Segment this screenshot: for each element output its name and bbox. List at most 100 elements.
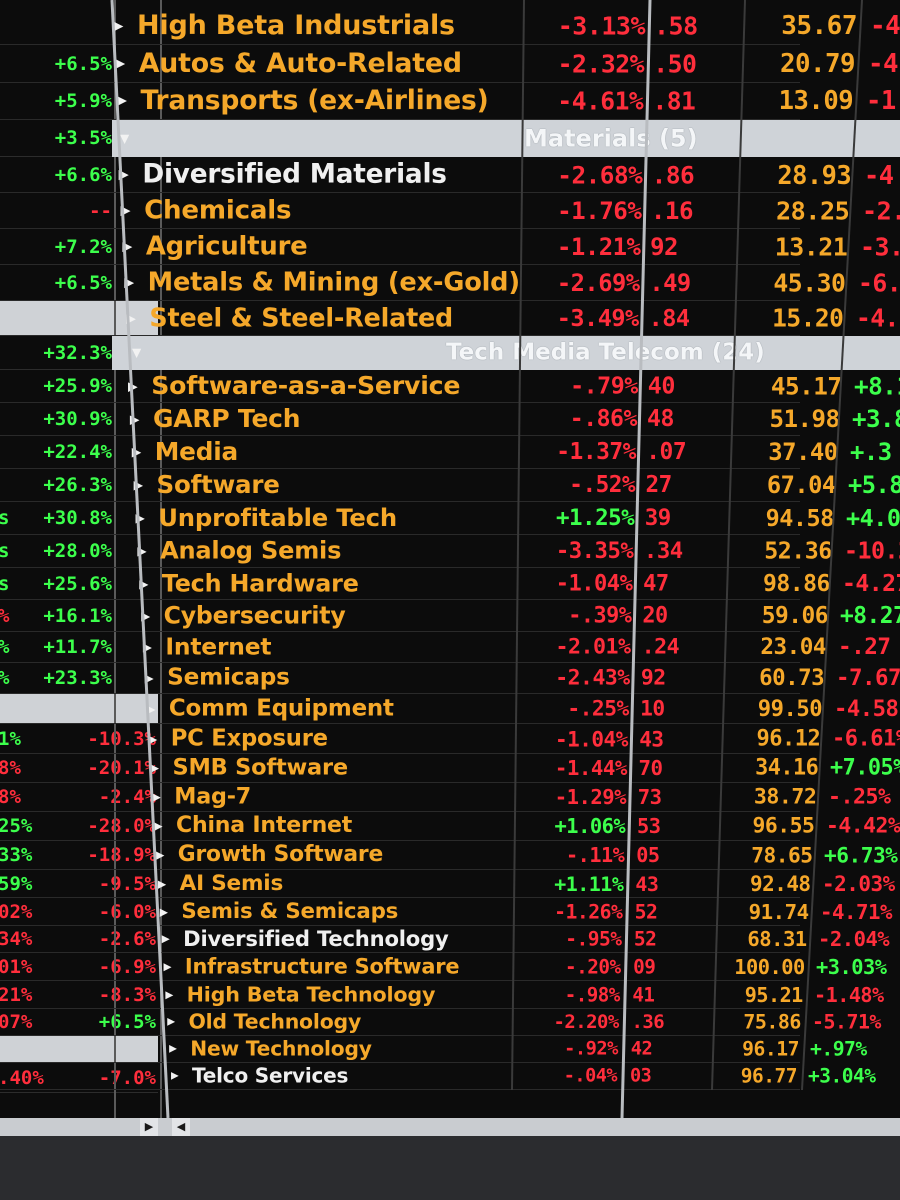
sector-name[interactable]: Telco Services (192, 1063, 349, 1088)
expand-triangle-icon[interactable]: ▶ (129, 411, 140, 427)
expand-triangle-icon[interactable]: ▶ (137, 544, 147, 558)
table-row[interactable]: ▶ Mag-7 -1.29% 73 38.72 -.25% (0, 783, 891, 812)
expand-triangle-icon[interactable]: ▶ (156, 848, 165, 862)
sector-name[interactable]: AI Semis (179, 870, 284, 896)
table-row[interactable]: ▶ Chemicals -1.76% .16 28.25 -2. (0, 193, 900, 229)
table-row[interactable]: ▶ Transports (ex-Airlines) -4.61% .81 13.09-… (0, 83, 896, 120)
expand-triangle-icon[interactable]: ▶ (114, 56, 126, 71)
expand-triangle-icon[interactable]: ▶ (139, 576, 149, 591)
expand-triangle-icon[interactable]: ▶ (120, 203, 131, 218)
sector-name[interactable]: GARP Tech (152, 403, 301, 433)
expand-triangle-icon[interactable]: ▶ (124, 275, 135, 290)
sector-name[interactable]: Internet (165, 632, 272, 661)
section-header[interactable]: ▼ Tech Media Telecom (24) (112, 336, 900, 370)
table-row[interactable]: ▶ Autos & Auto-Related -2.32% .50 20.79 -4 (0, 45, 899, 83)
table-row[interactable]: ▶ GARP Tech -.86% 48 51.98 +3.8 (0, 403, 900, 436)
sector-name[interactable]: Analog Semis (160, 536, 342, 565)
sector-name[interactable]: Software-as-a-Service (151, 370, 461, 400)
table-row[interactable]: ▶ Old Technology -2.20% .36 75.86 -5.71% (0, 1009, 881, 1036)
table-row[interactable]: ▶ Telco Services -.04% 03 96.77 +3.04% (0, 1063, 876, 1090)
sector-name[interactable]: Old Technology (188, 1009, 362, 1034)
sector-name[interactable]: Media (154, 436, 238, 466)
sector-name[interactable]: Diversified Materials (142, 158, 447, 189)
table-row[interactable]: ▶ Steel & Steel-Related -3.49% .84 15.20 -4. (0, 301, 899, 336)
table-row[interactable]: ▶ Semis & Semicaps -1.26% 52 91.74 -4.71% (0, 898, 892, 926)
sector-name[interactable]: Chemicals (144, 194, 292, 225)
sector-name[interactable]: Diversified Technology (183, 926, 449, 951)
expand-triangle-icon[interactable]: ▶ (126, 310, 136, 326)
sector-name[interactable]: Software (156, 469, 280, 499)
table-row[interactable]: ▶ Cybersecurity -.39% 20 59.06 +8.27 (0, 600, 900, 632)
expand-triangle-icon[interactable]: ▶ (154, 819, 163, 833)
expand-triangle-icon[interactable]: ▶ (113, 18, 124, 34)
table-row[interactable]: ▶ China Internet +1.06% 53 96.55 -4.42% (0, 812, 900, 841)
sector-name[interactable]: Metals & Mining (ex-Gold) (147, 266, 520, 297)
expand-triangle-icon[interactable]: ▶ (142, 640, 152, 654)
table-row[interactable]: ▶ Diversified Technology -.95% 52 68.31 -2.04… (0, 926, 890, 953)
sector-name[interactable]: Comm Equipment (168, 694, 394, 721)
table-row[interactable]: ▶ SMB Software -1.44% 70 34.16 +7.05% (0, 754, 900, 783)
expand-triangle-icon[interactable]: ▶ (118, 167, 129, 182)
table-row[interactable]: ▶ Infrastructure Software -.20% 09 100.00 +3.… (0, 953, 887, 981)
scroll-right-arrow-icon[interactable]: ▶ (140, 1118, 158, 1136)
sector-name[interactable]: Tech Hardware (161, 568, 359, 597)
sector-name[interactable]: New Technology (190, 1036, 372, 1061)
expand-triangle-icon[interactable]: ▶ (144, 671, 154, 685)
expand-triangle-icon[interactable]: ▶ (116, 93, 127, 109)
expand-triangle-icon[interactable]: ▶ (148, 731, 158, 746)
table-row[interactable]: ▶ PC Exposure -1.04% 43 96.12 -6.61% (0, 724, 900, 754)
table-row[interactable]: ▶ Metals & Mining (ex-Gold) -2.69% .49 45.30… (0, 265, 900, 301)
table-row[interactable]: ▶ Comm Equipment -.25% 10 99.50 -4.58 (0, 694, 899, 724)
table-row[interactable]: ▶ Semicaps -2.43% 92 60.73 -7.67 (0, 663, 900, 694)
expand-triangle-icon[interactable]: ▶ (152, 790, 161, 804)
sector-name[interactable]: Autos & Auto-Related (138, 47, 462, 79)
expand-triangle-icon[interactable]: ▶ (167, 1016, 176, 1028)
sector-name[interactable]: Mag-7 (174, 783, 252, 810)
table-row[interactable]: ▶ Software -.52% 27 67.04 +5.8 (0, 469, 900, 502)
expand-triangle-icon[interactable]: ▶ (150, 761, 160, 775)
expand-triangle-icon[interactable]: ▶ (159, 905, 168, 918)
sector-name[interactable]: PC Exposure (170, 724, 328, 751)
sector-name[interactable]: Transports (ex-Airlines) (140, 84, 489, 116)
sector-name[interactable]: Unprofitable Tech (158, 502, 397, 532)
table-row[interactable]: ▶ Unprofitable Tech +1.25% 39 94.58 +4.0 (0, 502, 900, 535)
expand-triangle-icon[interactable]: ▶ (161, 933, 170, 945)
sector-name[interactable]: Cybersecurity (163, 600, 346, 629)
expand-triangle-icon[interactable]: ▶ (131, 445, 142, 459)
expand-triangle-icon[interactable]: ▶ (141, 608, 151, 623)
table-row[interactable]: ▶ Analog Semis -3.35% .34 52.36 -10.2 (0, 535, 900, 568)
expand-triangle-icon[interactable]: ▶ (135, 511, 145, 525)
expand-triangle-icon[interactable]: ▶ (146, 701, 156, 716)
table-row[interactable]: ▶ Internet -2.01% .24 23.04 -.27 (0, 632, 891, 663)
sector-name[interactable]: High Beta Industrials (137, 9, 455, 41)
collapse-triangle-icon[interactable]: ▼ (132, 345, 142, 360)
expand-triangle-icon[interactable]: ▶ (163, 960, 172, 973)
table-row[interactable]: ▶ High Beta Industrials -3.13% .58 35.67 -4 (0, 8, 900, 45)
table-row[interactable]: ▶ AI Semis +1.11% 43 92.48 -2.03% (0, 870, 895, 898)
table-row[interactable]: ▶ Agriculture -1.21% 92 13.21 -3. (0, 229, 900, 265)
table-row[interactable]: ▶ Media -1.37% .07 37.40 +.3 (0, 436, 892, 469)
expand-triangle-icon[interactable]: ▶ (171, 1070, 179, 1082)
expand-triangle-icon[interactable]: ▶ (165, 988, 174, 1001)
sector-name[interactable]: Steel & Steel-Related (149, 302, 454, 333)
sector-name[interactable]: Semicaps (167, 664, 290, 691)
scroll-left-arrow-icon[interactable]: ◀ (172, 1118, 190, 1136)
table-row[interactable]: ▶ New Technology -.92% 42 96.17 +.97% (0, 1036, 867, 1063)
table-row[interactable]: ▶ Growth Software -.11% 05 78.65 +6.73% (0, 841, 898, 870)
horizontal-scrollbar[interactable] (0, 1118, 900, 1136)
sector-name[interactable]: Semis & Semicaps (181, 898, 399, 924)
table-row[interactable]: ▶ Diversified Materials -2.68% .86 28.93 -4 (0, 157, 894, 193)
sector-name[interactable]: China Internet (176, 813, 353, 838)
section-header[interactable]: ▼ Materials (5) (112, 120, 900, 157)
sector-name[interactable]: SMB Software (172, 754, 348, 781)
expand-triangle-icon[interactable]: ▶ (122, 239, 133, 254)
sector-name[interactable]: Growth Software (177, 842, 384, 867)
sector-name[interactable]: Agriculture (145, 230, 308, 261)
expand-triangle-icon[interactable]: ▶ (133, 478, 143, 492)
collapse-triangle-icon[interactable]: ▼ (120, 130, 130, 145)
sector-name[interactable]: Infrastructure Software (184, 954, 460, 979)
sector-name[interactable]: High Beta Technology (186, 982, 436, 1007)
expand-triangle-icon[interactable]: ▶ (169, 1043, 177, 1055)
table-row[interactable]: ▶ High Beta Technology -.98% 41 95.21 -1.48% (0, 981, 884, 1009)
